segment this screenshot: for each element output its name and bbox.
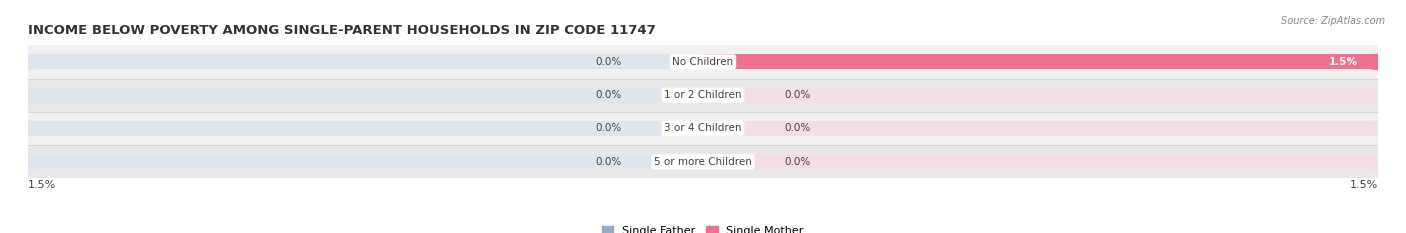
Bar	[28, 88, 703, 103]
Ellipse shape	[1361, 121, 1395, 136]
Bar	[28, 55, 703, 69]
Text: 0.0%: 0.0%	[596, 57, 621, 67]
Text: 1.5%: 1.5%	[1329, 57, 1358, 67]
Text: 5 or more Children: 5 or more Children	[654, 157, 752, 167]
Bar	[703, 154, 1378, 169]
Bar	[703, 88, 1378, 103]
Legend: Single Father, Single Mother: Single Father, Single Mother	[598, 221, 808, 233]
Text: 1.5%: 1.5%	[1350, 180, 1378, 190]
Text: 0.0%: 0.0%	[596, 157, 621, 167]
Bar	[28, 45, 1378, 79]
Bar	[28, 154, 703, 169]
Ellipse shape	[11, 154, 45, 169]
Bar	[28, 145, 1378, 178]
Text: No Children: No Children	[672, 57, 734, 67]
Bar	[28, 79, 1378, 112]
Text: 0.0%: 0.0%	[785, 157, 810, 167]
Bar	[703, 121, 1378, 136]
Ellipse shape	[1361, 154, 1395, 169]
Bar	[28, 112, 1378, 145]
Text: 0.0%: 0.0%	[785, 123, 810, 134]
Ellipse shape	[11, 88, 45, 103]
Ellipse shape	[1361, 55, 1395, 69]
Ellipse shape	[1361, 55, 1395, 69]
Text: INCOME BELOW POVERTY AMONG SINGLE-PARENT HOUSEHOLDS IN ZIP CODE 11747: INCOME BELOW POVERTY AMONG SINGLE-PARENT…	[28, 24, 655, 37]
Text: 0.0%: 0.0%	[596, 123, 621, 134]
Text: 0.0%: 0.0%	[785, 90, 810, 100]
Bar	[28, 121, 703, 136]
Bar	[703, 55, 1378, 69]
Text: 3 or 4 Children: 3 or 4 Children	[664, 123, 742, 134]
Ellipse shape	[1361, 88, 1395, 103]
Text: 1.5%: 1.5%	[28, 180, 56, 190]
Bar	[703, 55, 1378, 69]
Text: 1 or 2 Children: 1 or 2 Children	[664, 90, 742, 100]
Ellipse shape	[11, 55, 45, 69]
Text: 0.0%: 0.0%	[596, 90, 621, 100]
Ellipse shape	[11, 121, 45, 136]
Text: Source: ZipAtlas.com: Source: ZipAtlas.com	[1281, 16, 1385, 26]
